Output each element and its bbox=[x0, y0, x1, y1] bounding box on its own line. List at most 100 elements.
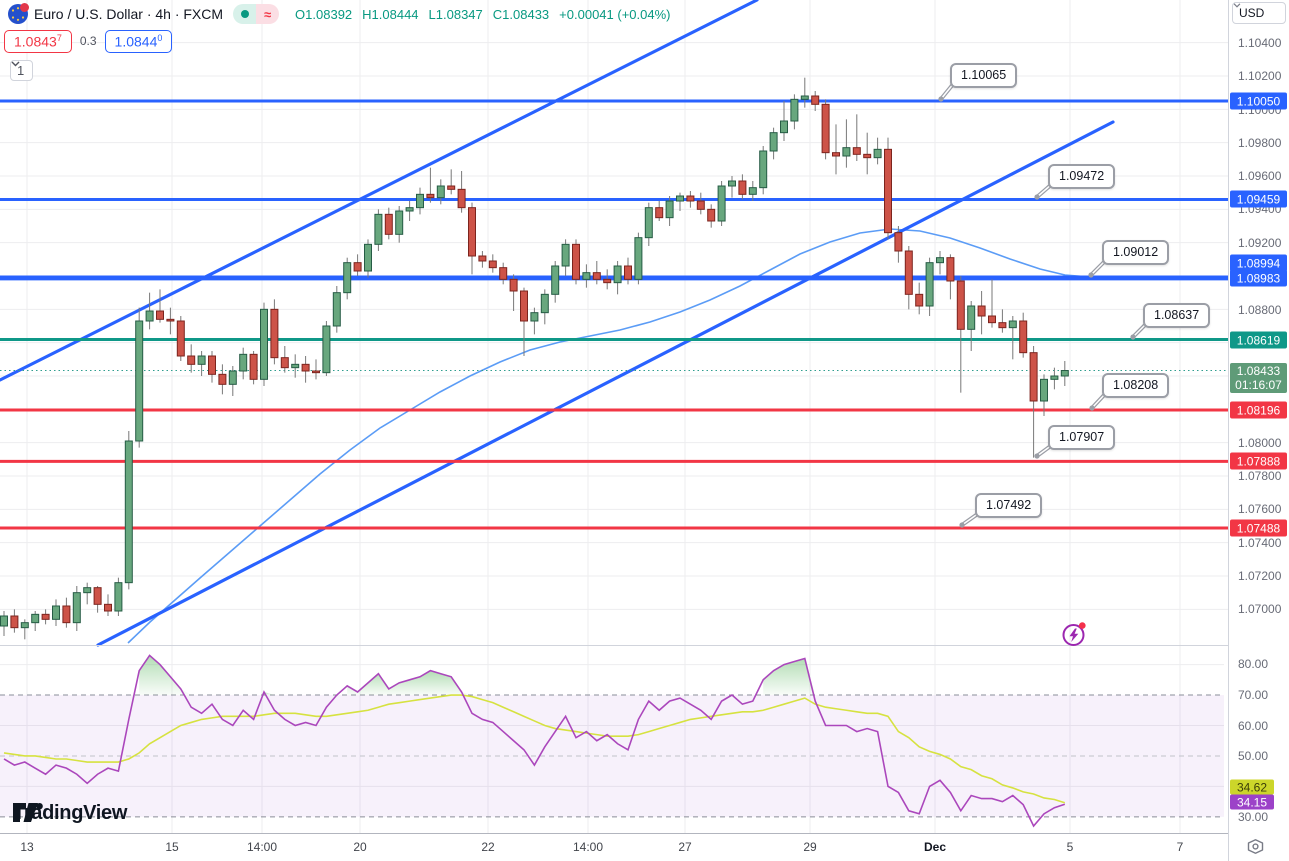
tradingview-watermark: TradingView bbox=[13, 802, 127, 825]
price-axis[interactable]: 1.10400 1.10200 1.10000 1.09800 1.09600 1.094… bbox=[1228, 0, 1289, 861]
candle bbox=[93, 587, 102, 605]
price-label-callout[interactable]: 1.08208 bbox=[1102, 373, 1170, 398]
ohlc-open: O1.08392 bbox=[295, 6, 353, 22]
candle bbox=[124, 440, 133, 584]
price-axis-label: 1.10200 bbox=[1238, 69, 1282, 83]
candle bbox=[676, 195, 684, 202]
price-axis-label: 1.10400 bbox=[1238, 36, 1282, 50]
currency-label: USD bbox=[1239, 6, 1265, 20]
rsi-ma-line bbox=[3, 694, 1066, 804]
candle bbox=[530, 312, 539, 322]
candle bbox=[603, 278, 612, 284]
chevron-down-icon bbox=[11, 61, 20, 67]
candle bbox=[176, 320, 185, 357]
candle bbox=[10, 615, 19, 629]
interval-value: 1 bbox=[17, 63, 25, 78]
price-axis-label: 1.09600 bbox=[1238, 169, 1282, 183]
price-axis-label: 1.09800 bbox=[1238, 136, 1282, 150]
candle bbox=[1040, 378, 1048, 402]
price-level-badge: 1.08983 bbox=[1230, 269, 1287, 287]
candle bbox=[686, 195, 695, 202]
candle bbox=[280, 357, 289, 369]
candle bbox=[821, 103, 830, 154]
rsi-axis-label: 50.00 bbox=[1238, 749, 1269, 763]
price-label-callout[interactable]: 1.07492 bbox=[975, 493, 1043, 518]
candle bbox=[811, 95, 820, 105]
candle bbox=[696, 200, 705, 210]
price-label-callout[interactable]: 1.09472 bbox=[1048, 164, 1116, 189]
axis-settings-gear-icon[interactable] bbox=[1247, 838, 1264, 855]
rsi-value-badge: 34.62 bbox=[1230, 779, 1274, 795]
candle bbox=[863, 153, 872, 159]
rsi-overbought-fill bbox=[347, 670, 472, 696]
candle bbox=[520, 290, 528, 322]
candle bbox=[384, 213, 393, 235]
candle bbox=[738, 180, 747, 195]
time-axis-label: 13 bbox=[20, 840, 34, 854]
time-axis[interactable]: 13 15 14:00 20 22 14:00 27 29 Dec 5 7 bbox=[0, 834, 1228, 861]
tree-collapse-dropdown[interactable]: 1 bbox=[10, 60, 34, 81]
price-level-badge: 1.07888 bbox=[1230, 452, 1287, 470]
price-axis-label: 1.07000 bbox=[1238, 602, 1282, 616]
moving-average-line bbox=[127, 228, 1091, 644]
candle bbox=[655, 207, 664, 219]
ohlc-high: H1.08444 bbox=[362, 6, 419, 22]
usd-flag-notch-icon bbox=[20, 3, 29, 12]
rsi-axis-label: 30.00 bbox=[1238, 810, 1269, 824]
price-label-callout[interactable]: 1.07907 bbox=[1048, 425, 1116, 450]
time-axis-label: 22 bbox=[481, 840, 495, 854]
candle bbox=[728, 180, 736, 187]
candle bbox=[457, 188, 466, 209]
candle bbox=[988, 315, 996, 324]
time-axis-label: Dec bbox=[923, 840, 947, 854]
candle bbox=[0, 615, 8, 627]
delayed-data-icon: ≈ bbox=[256, 4, 280, 24]
candle bbox=[717, 185, 726, 222]
candle bbox=[748, 187, 757, 195]
price-axis-label: 1.07600 bbox=[1238, 502, 1282, 516]
price-label-callout[interactable]: 1.08637 bbox=[1143, 303, 1211, 328]
candle bbox=[925, 262, 934, 307]
time-axis-label: 5 bbox=[1066, 840, 1074, 854]
callout-anchor-dot bbox=[959, 522, 965, 528]
currency-unit-dropdown[interactable]: USD bbox=[1232, 2, 1286, 24]
rsi-overbought-fill bbox=[264, 691, 275, 696]
candle bbox=[956, 280, 965, 330]
rsi-line bbox=[3, 654, 1066, 828]
candle bbox=[946, 257, 955, 282]
candle bbox=[135, 320, 144, 442]
candle bbox=[509, 278, 518, 292]
candle bbox=[187, 355, 196, 365]
sell-button[interactable]: 1.08437 bbox=[4, 30, 72, 53]
lightning-alert-icon[interactable] bbox=[1060, 620, 1088, 648]
market-status-pill[interactable]: ≈ bbox=[233, 4, 280, 24]
ohlc-change: +0.00041 (+0.04%) bbox=[559, 6, 671, 22]
tradingview-logo-icon bbox=[13, 803, 43, 822]
time-axis-label: 29 bbox=[803, 840, 817, 854]
candle bbox=[1008, 320, 1017, 329]
rsi-value-badge: 34.15 bbox=[1230, 794, 1274, 810]
candle bbox=[613, 265, 622, 284]
candle bbox=[332, 292, 341, 327]
buy-button[interactable]: 1.08440 bbox=[104, 30, 173, 53]
symbol-title[interactable]: Euro / U.S. Dollar · 4h · FXCM bbox=[34, 6, 224, 22]
candle bbox=[20, 622, 29, 629]
candle bbox=[998, 322, 1007, 329]
market-open-dot-icon bbox=[233, 4, 257, 24]
candle bbox=[842, 147, 851, 157]
bid-ask-row: 1.08437 0.3 1.08440 bbox=[4, 30, 173, 53]
price-label-callout[interactable]: 1.10065 bbox=[950, 63, 1018, 88]
price-label-callout[interactable]: 1.09012 bbox=[1102, 240, 1170, 265]
candle bbox=[936, 257, 944, 264]
price-axis-label: 1.08000 bbox=[1238, 436, 1282, 450]
callout-anchor-dot bbox=[1034, 194, 1040, 200]
rsi-axis-label: 60.00 bbox=[1238, 719, 1269, 733]
candle bbox=[915, 293, 924, 307]
candle bbox=[624, 265, 632, 280]
price-level-badge: 1.07488 bbox=[1230, 519, 1287, 537]
candle bbox=[1019, 320, 1028, 354]
current-price-value: 1.08433 bbox=[1236, 364, 1281, 378]
bar-countdown: 01:16:07 bbox=[1235, 378, 1282, 392]
time-axis-label: 14:00 bbox=[572, 840, 604, 854]
